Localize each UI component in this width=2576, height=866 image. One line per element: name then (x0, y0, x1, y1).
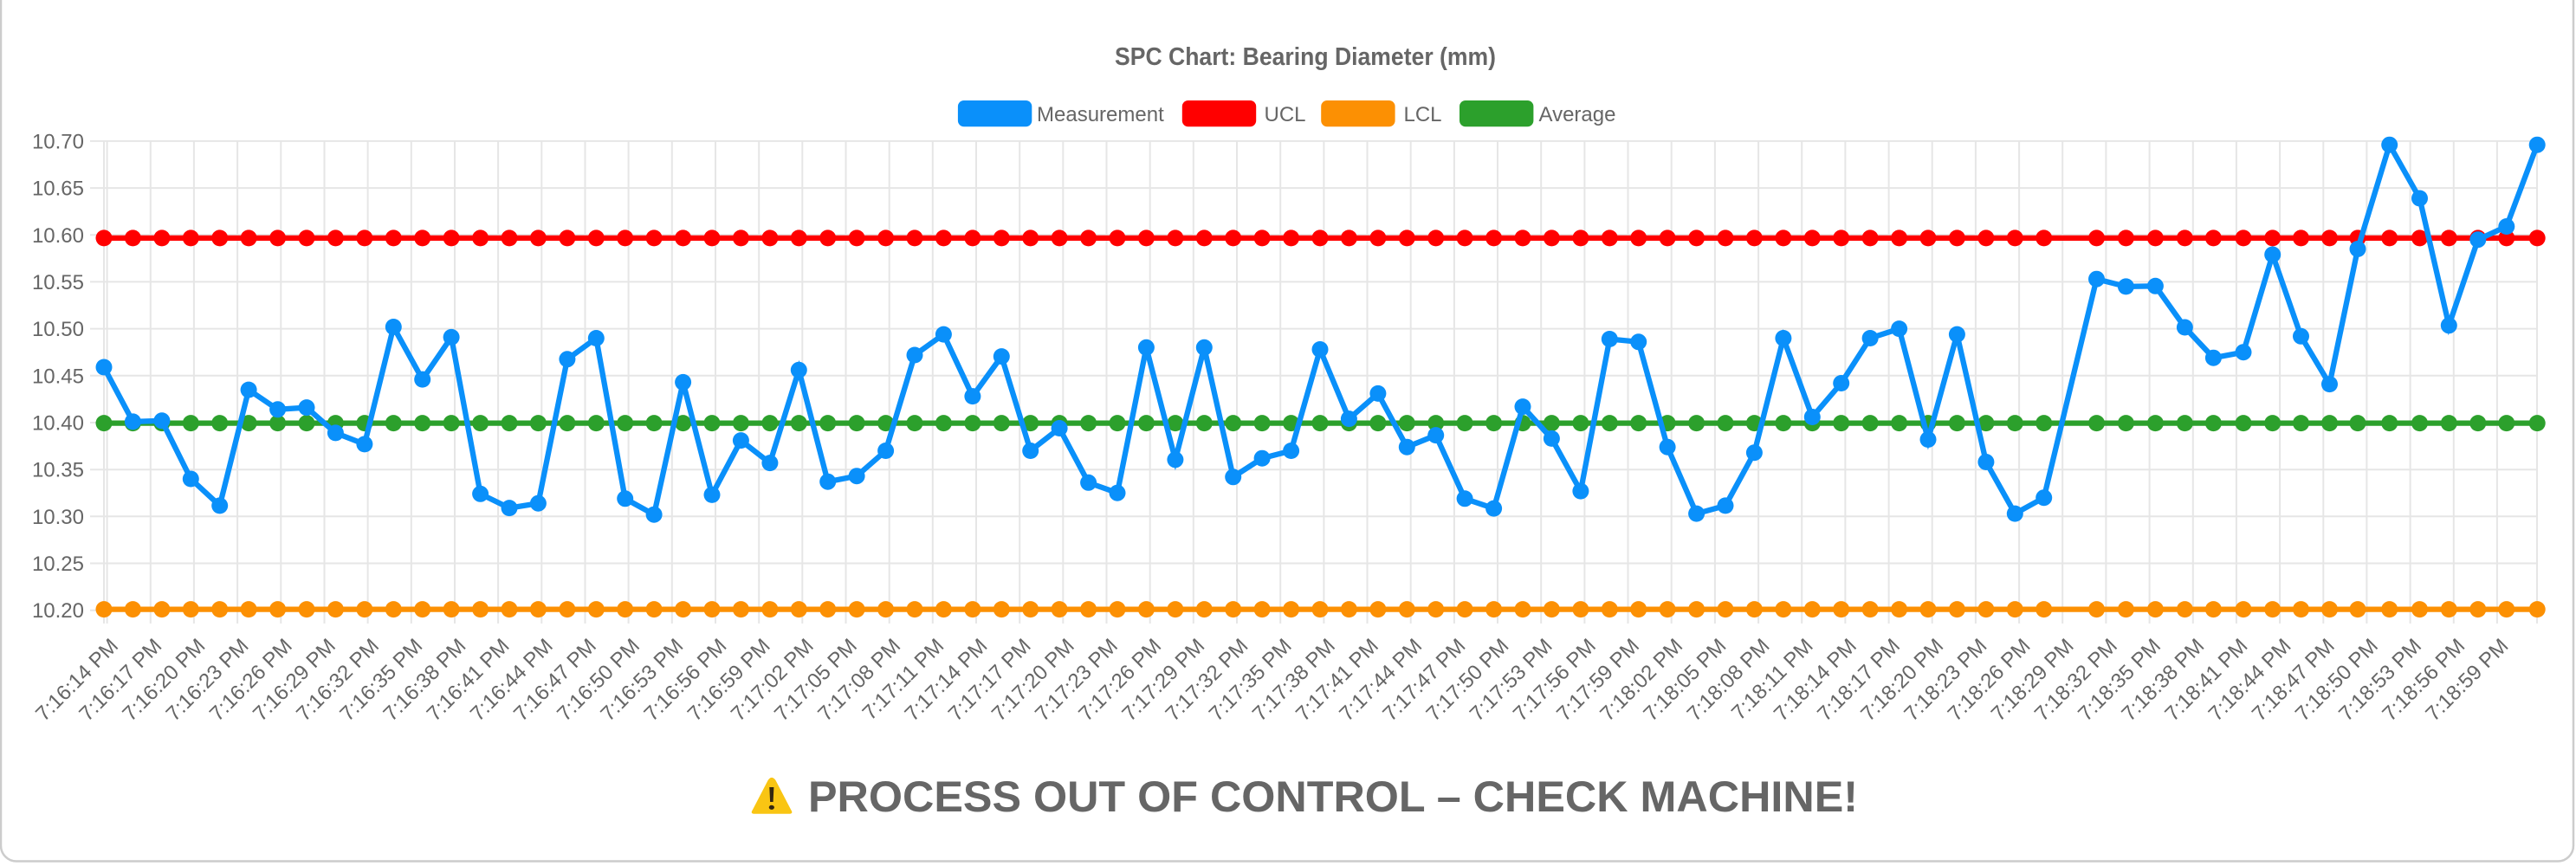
svg-text:10.35: 10.35 (32, 459, 84, 482)
svg-text:10.30: 10.30 (32, 506, 84, 529)
svg-text:Average: Average (1539, 103, 1616, 126)
svg-text:10.60: 10.60 (32, 224, 84, 248)
svg-text:UCL: UCL (1265, 103, 1306, 126)
svg-text:Measurement: Measurement (1037, 103, 1164, 126)
svg-text:PROCESS OUT OF CONTROL – CHECK: PROCESS OUT OF CONTROL – CHECK MACHINE! (808, 772, 1858, 821)
svg-text:10.20: 10.20 (32, 599, 84, 623)
svg-text:10.65: 10.65 (32, 178, 84, 201)
svg-text:10.50: 10.50 (32, 318, 84, 341)
svg-text:10.55: 10.55 (32, 271, 84, 294)
svg-text:10.45: 10.45 (32, 365, 84, 388)
svg-text:10.70: 10.70 (32, 130, 84, 153)
svg-text:SPC Chart: Bearing Diameter (m: SPC Chart: Bearing Diameter (mm) (1115, 43, 1496, 71)
svg-text:10.25: 10.25 (32, 553, 84, 576)
svg-text:10.40: 10.40 (32, 412, 84, 436)
svg-text:LCL: LCL (1404, 103, 1442, 126)
